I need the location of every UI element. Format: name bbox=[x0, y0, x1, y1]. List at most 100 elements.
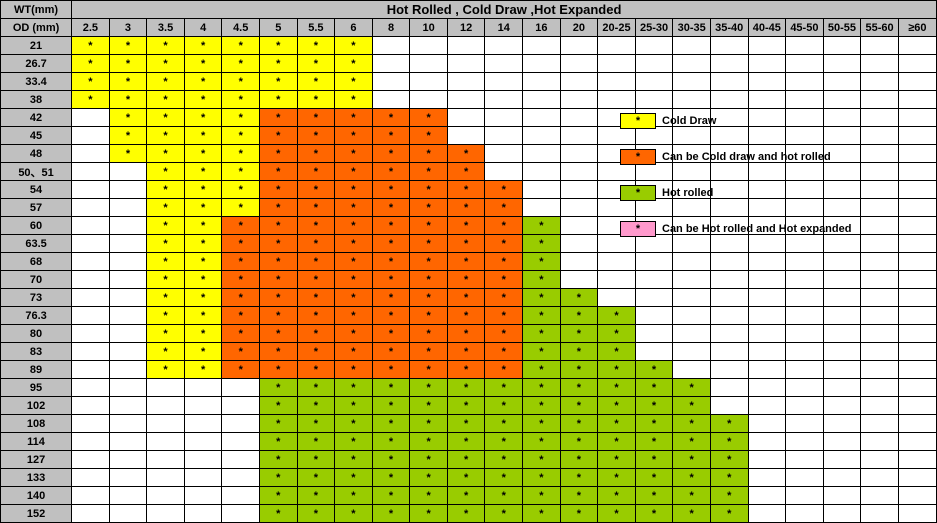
data-cell: * bbox=[184, 289, 222, 307]
data-cell: * bbox=[372, 163, 410, 181]
data-cell: * bbox=[410, 433, 448, 451]
data-cell: * bbox=[297, 163, 335, 181]
data-cell bbox=[898, 91, 936, 109]
data-cell bbox=[786, 73, 824, 91]
data-cell bbox=[861, 415, 899, 433]
data-cell: * bbox=[260, 73, 298, 91]
data-cell: * bbox=[184, 91, 222, 109]
data-cell bbox=[673, 307, 711, 325]
legend-swatch: * bbox=[620, 149, 656, 165]
data-cell: * bbox=[335, 379, 373, 397]
data-cell: * bbox=[335, 343, 373, 361]
data-cell: * bbox=[297, 55, 335, 73]
data-cell: * bbox=[410, 109, 448, 127]
data-cell bbox=[861, 109, 899, 127]
data-cell: * bbox=[523, 307, 561, 325]
data-cell: * bbox=[260, 505, 298, 523]
data-cell: * bbox=[184, 109, 222, 127]
data-cell: * bbox=[410, 271, 448, 289]
data-cell: * bbox=[147, 289, 185, 307]
data-cell: * bbox=[710, 415, 748, 433]
data-cell bbox=[710, 379, 748, 397]
data-cell: * bbox=[523, 451, 561, 469]
data-cell bbox=[861, 451, 899, 469]
data-cell bbox=[72, 307, 110, 325]
data-cell: * bbox=[222, 343, 260, 361]
data-cell bbox=[222, 415, 260, 433]
data-cell: * bbox=[372, 127, 410, 145]
data-cell: * bbox=[222, 235, 260, 253]
data-cell: * bbox=[598, 415, 636, 433]
data-cell bbox=[109, 271, 147, 289]
data-cell: * bbox=[485, 415, 523, 433]
data-cell bbox=[861, 469, 899, 487]
data-cell: * bbox=[635, 379, 673, 397]
data-cell: * bbox=[147, 217, 185, 235]
data-cell: * bbox=[260, 433, 298, 451]
data-cell bbox=[372, 55, 410, 73]
data-cell: * bbox=[485, 289, 523, 307]
data-cell bbox=[560, 181, 598, 199]
data-cell: * bbox=[335, 217, 373, 235]
data-cell: * bbox=[260, 55, 298, 73]
data-cell bbox=[898, 343, 936, 361]
data-cell bbox=[372, 73, 410, 91]
data-cell: * bbox=[523, 415, 561, 433]
data-cell bbox=[598, 91, 636, 109]
data-cell bbox=[786, 397, 824, 415]
data-cell: * bbox=[335, 505, 373, 523]
data-cell: * bbox=[297, 307, 335, 325]
data-cell bbox=[710, 271, 748, 289]
data-cell: * bbox=[372, 379, 410, 397]
row-header: 45 bbox=[1, 127, 72, 145]
data-cell bbox=[560, 253, 598, 271]
data-cell: * bbox=[260, 451, 298, 469]
data-cell: * bbox=[260, 163, 298, 181]
data-cell: * bbox=[372, 217, 410, 235]
col-header: 50-55 bbox=[823, 19, 861, 37]
data-cell: * bbox=[184, 37, 222, 55]
data-cell bbox=[485, 145, 523, 163]
data-cell: * bbox=[335, 415, 373, 433]
data-cell: * bbox=[410, 181, 448, 199]
data-cell bbox=[673, 55, 711, 73]
data-cell: * bbox=[372, 469, 410, 487]
data-cell: * bbox=[184, 253, 222, 271]
data-cell: * bbox=[335, 307, 373, 325]
data-cell bbox=[673, 361, 711, 379]
data-cell bbox=[109, 469, 147, 487]
data-cell: * bbox=[260, 37, 298, 55]
legend-item: *Can be Hot rolled and Hot expanded bbox=[620, 220, 851, 238]
data-cell bbox=[560, 271, 598, 289]
row-header: 152 bbox=[1, 505, 72, 523]
data-cell bbox=[109, 253, 147, 271]
data-cell bbox=[72, 451, 110, 469]
data-cell bbox=[898, 469, 936, 487]
data-cell bbox=[898, 397, 936, 415]
data-cell: * bbox=[635, 361, 673, 379]
data-cell: * bbox=[335, 109, 373, 127]
data-cell bbox=[898, 73, 936, 91]
data-cell: * bbox=[560, 469, 598, 487]
row-header: 80 bbox=[1, 325, 72, 343]
data-cell bbox=[898, 361, 936, 379]
data-cell: * bbox=[335, 271, 373, 289]
data-cell: * bbox=[222, 325, 260, 343]
row-header: 73 bbox=[1, 289, 72, 307]
data-cell bbox=[72, 217, 110, 235]
col-header: 6 bbox=[335, 19, 373, 37]
data-cell: * bbox=[485, 325, 523, 343]
data-cell bbox=[898, 235, 936, 253]
data-cell: * bbox=[447, 163, 485, 181]
data-cell bbox=[447, 91, 485, 109]
data-cell: * bbox=[447, 433, 485, 451]
data-cell bbox=[560, 163, 598, 181]
data-cell: * bbox=[485, 379, 523, 397]
data-cell bbox=[598, 55, 636, 73]
data-cell bbox=[523, 127, 561, 145]
data-cell bbox=[710, 73, 748, 91]
data-cell bbox=[748, 379, 786, 397]
data-cell: * bbox=[560, 433, 598, 451]
data-cell bbox=[823, 343, 861, 361]
data-cell: * bbox=[260, 361, 298, 379]
